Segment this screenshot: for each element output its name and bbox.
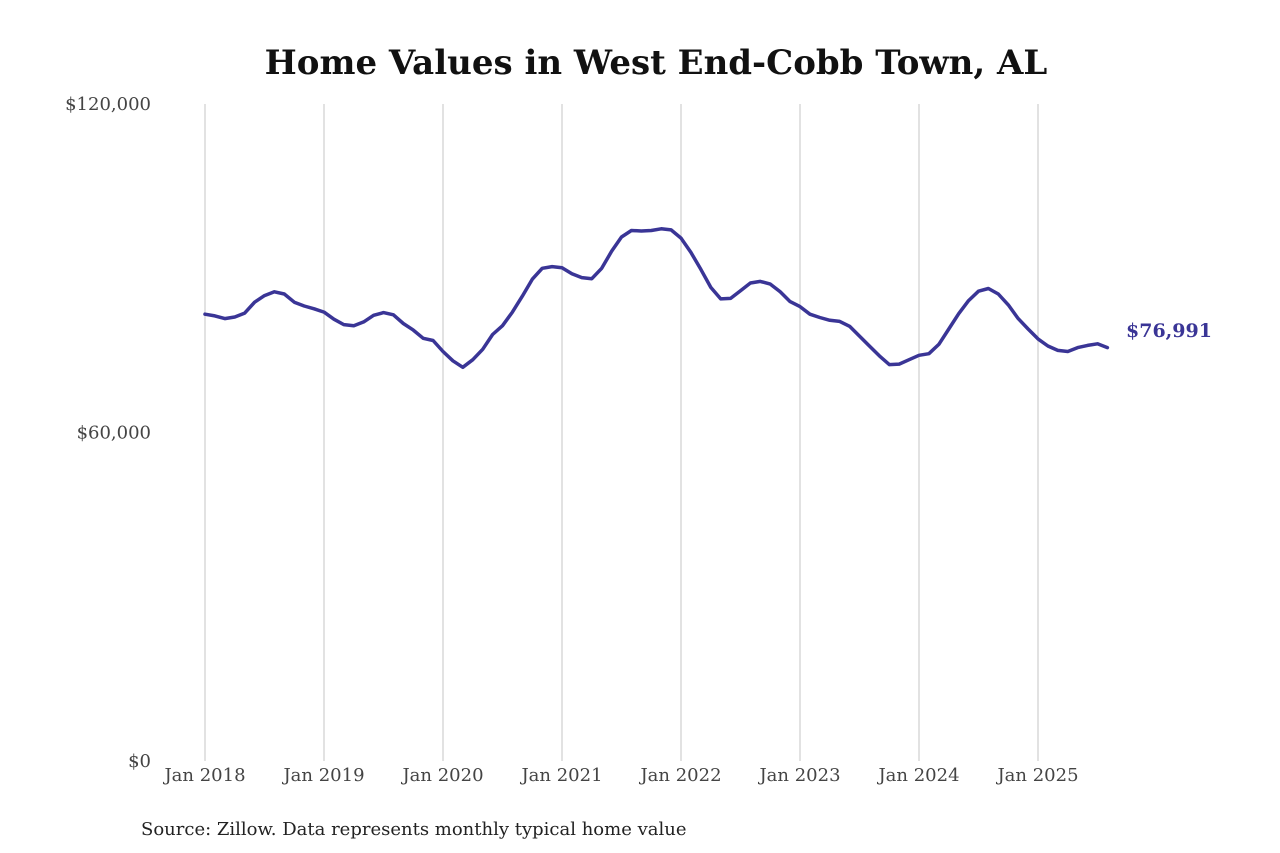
x-tick-label-6: Jan 2024	[876, 765, 959, 786]
x-tick-label-1: Jan 2019	[281, 765, 364, 786]
series-line	[203, 227, 1110, 370]
x-tick-label-4: Jan 2022	[638, 765, 721, 786]
x-tick-label-7: Jan 2025	[995, 765, 1078, 786]
chart-title: Home Values in West End-Cobb Town, AL	[265, 43, 1048, 83]
x-tick-label-2: Jan 2020	[400, 765, 483, 786]
x-tick-label-0: Jan 2018	[162, 765, 245, 786]
y-tick-label-0: $0	[128, 751, 151, 772]
x-tick-label-3: Jan 2021	[519, 765, 602, 786]
y-tick-label-1: $60,000	[77, 423, 151, 444]
x-tick-label-5: Jan 2023	[757, 765, 840, 786]
source-note: Source: Zillow. Data represents monthly …	[141, 819, 687, 840]
end-value-label: $76,991	[1126, 320, 1212, 342]
y-axis-tick-labels: $0 $60,000 $120,000	[65, 94, 151, 772]
grid-lines	[204, 104, 1039, 761]
y-tick-label-2: $120,000	[65, 94, 151, 115]
x-axis-tick-labels: Jan 2018 Jan 2019 Jan 2020 Jan 2021 Jan 2022…	[162, 765, 1078, 786]
